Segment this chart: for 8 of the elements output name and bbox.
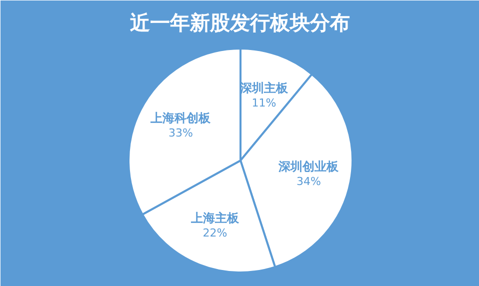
data-label: 34% xyxy=(296,175,321,188)
data-label: 11% xyxy=(252,96,276,110)
slice-label: 上海科创板 xyxy=(150,111,212,126)
slice-label: 上海主板 xyxy=(190,211,240,226)
slice-label: 深圳创业板 xyxy=(278,160,340,174)
chart-title: 近一年新股发行板块分布 xyxy=(129,10,350,34)
data-label: 22% xyxy=(202,226,228,240)
data-label: 33% xyxy=(168,126,193,140)
